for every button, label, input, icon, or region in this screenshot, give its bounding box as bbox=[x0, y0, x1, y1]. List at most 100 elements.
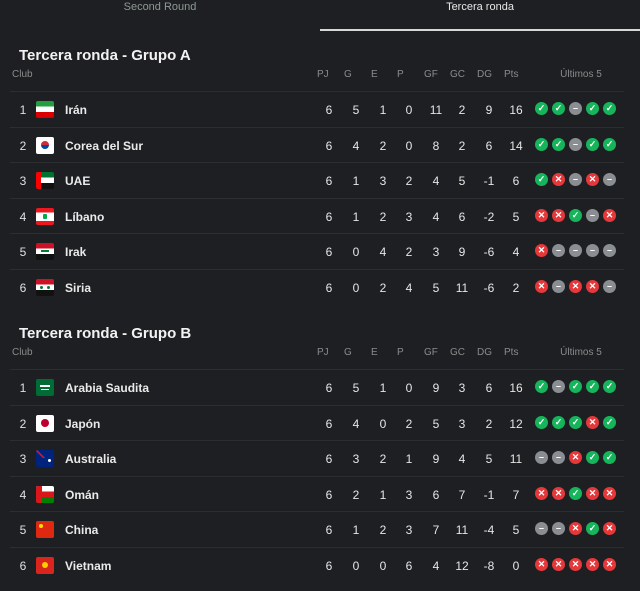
win-check-icon: ✓ bbox=[535, 173, 548, 186]
stat-g: 5 bbox=[352, 103, 360, 117]
stat-gc: 11 bbox=[455, 523, 469, 537]
saudi-arabia-flag-icon bbox=[36, 379, 54, 396]
win-check-icon: ✓ bbox=[603, 380, 616, 393]
tab-tercera-ronda[interactable]: Tercera ronda bbox=[446, 1, 514, 13]
stat-e: 2 bbox=[379, 209, 387, 224]
team-rank: 2 bbox=[19, 416, 27, 431]
win-check-icon: ✓ bbox=[586, 451, 599, 464]
stat-dg: 9 bbox=[485, 103, 493, 117]
table-row[interactable]: 2 Japón 6 4 0 2 5 3 2 12 ✓ ✓ ✓ ✕ ✓ bbox=[10, 404, 625, 441]
loss-x-icon: ✕ bbox=[569, 522, 582, 535]
stat-g: 2 bbox=[352, 487, 360, 502]
stat-p: 2 bbox=[405, 174, 413, 188]
loss-x-icon: ✕ bbox=[535, 244, 548, 257]
stat-p: 0 bbox=[405, 381, 413, 395]
win-check-icon: ✓ bbox=[535, 137, 548, 151]
table-row[interactable]: 6 Siria 6 0 2 4 5 11 -6 2 ✕ – ✕ ✕ – bbox=[10, 268, 624, 305]
stat-dg: -6 bbox=[483, 280, 495, 295]
loss-x-icon: ✕ bbox=[569, 451, 582, 464]
stat-gf: 4 bbox=[432, 174, 440, 188]
draw-dash-icon: – bbox=[535, 451, 548, 464]
stat-dg: 6 bbox=[485, 381, 493, 395]
win-check-icon: ✓ bbox=[603, 415, 616, 429]
stat-pj: 6 bbox=[325, 138, 333, 153]
tab-second-round[interactable]: Second Round bbox=[123, 1, 197, 13]
group-1: Tercera ronda - Grupo B Club PJ G E P GF GC DG Pt… bbox=[0, 325, 640, 582]
table-row[interactable]: 2 Corea del Sur 6 4 2 0 8 2 6 14 ✓ ✓ – ✓ ✓ bbox=[10, 126, 624, 163]
stat-pts: 11 bbox=[509, 452, 523, 466]
loss-x-icon: ✕ bbox=[569, 557, 582, 571]
table-row[interactable]: 5 China 6 1 2 3 7 11 -4 5– – ✕ ✓ ✕ bbox=[10, 511, 624, 547]
stat-dg: -2 bbox=[483, 209, 495, 224]
team-name: Australia bbox=[65, 452, 117, 466]
stat-p: 1 bbox=[405, 452, 413, 466]
table-row[interactable]: 1 Irán 6 5 1 0 11 2 9 16 ✓ ✓ – ✓ ✓ bbox=[10, 91, 624, 127]
team-rank: 3 bbox=[19, 174, 27, 188]
table-row[interactable]: 4 Omán 6 2 1 3 6 7 -1 7 ✕ ✕ ✓ ✕ ✕ bbox=[10, 475, 625, 512]
stat-gc: 11 bbox=[455, 280, 469, 295]
table-row[interactable]: 4 Líbano 6 1 2 3 4 6 -2 5 ✕ ✕ ✓ – ✕ bbox=[10, 197, 624, 234]
stat-p: 0 bbox=[405, 138, 413, 153]
header-g: G bbox=[344, 347, 352, 358]
table-row[interactable]: 3 UAE 6 1 3 2 4 5 -1 6 ✓ ✕ – ✕ – bbox=[10, 162, 624, 198]
stat-pts: 5 bbox=[512, 209, 520, 224]
stat-gf: 9 bbox=[432, 381, 440, 395]
table-row[interactable]: 1 Arabia Saudita 6 5 1 0 9 3 6 16 ✓ – ✓ ✓ ✓ bbox=[10, 369, 624, 405]
stat-g: 1 bbox=[352, 523, 360, 537]
draw-dash-icon: – bbox=[603, 173, 616, 186]
stat-pts: 14 bbox=[509, 138, 523, 153]
stat-pts: 16 bbox=[509, 381, 523, 395]
syria-flag-icon bbox=[36, 278, 54, 296]
stat-g: 1 bbox=[352, 174, 360, 188]
win-check-icon: ✓ bbox=[552, 102, 565, 115]
draw-dash-icon: – bbox=[586, 244, 599, 257]
header-gf: GF bbox=[424, 69, 438, 80]
win-check-icon: ✓ bbox=[586, 522, 599, 535]
group-title: Tercera ronda - Grupo A bbox=[19, 47, 191, 64]
draw-dash-icon: – bbox=[552, 380, 565, 393]
last-five-form: ✓ ✓ ✓ ✕ ✓ bbox=[535, 415, 625, 430]
header-gc: GC bbox=[450, 347, 465, 358]
header-last5: Últimos 5 bbox=[560, 69, 602, 80]
stat-pj: 6 bbox=[325, 558, 333, 573]
win-check-icon: ✓ bbox=[552, 137, 565, 151]
stat-e: 0 bbox=[379, 558, 387, 573]
stat-g: 4 bbox=[352, 416, 360, 431]
stat-gf: 4 bbox=[432, 209, 440, 224]
stat-e: 2 bbox=[379, 138, 387, 153]
header-gc: GC bbox=[450, 69, 465, 80]
team-name: Arabia Saudita bbox=[65, 381, 150, 395]
loss-x-icon: ✕ bbox=[586, 279, 599, 293]
draw-dash-icon: – bbox=[552, 451, 565, 464]
draw-dash-icon: – bbox=[569, 137, 582, 151]
stat-e: 2 bbox=[379, 280, 387, 295]
stat-e: 2 bbox=[379, 523, 387, 537]
loss-x-icon: ✕ bbox=[535, 486, 548, 500]
team-rank: 5 bbox=[19, 523, 27, 537]
stat-dg: 6 bbox=[485, 138, 493, 153]
loss-x-icon: ✕ bbox=[603, 486, 616, 500]
team-rank: 4 bbox=[19, 209, 27, 224]
stat-pts: 2 bbox=[512, 280, 520, 295]
stat-e: 3 bbox=[379, 174, 387, 188]
stat-gc: 5 bbox=[458, 174, 466, 188]
last-five-form: – – ✕ ✓ ✕ bbox=[535, 522, 625, 536]
win-check-icon: ✓ bbox=[569, 486, 582, 500]
stat-gc: 3 bbox=[458, 381, 466, 395]
stat-gc: 6 bbox=[458, 209, 466, 224]
table-row[interactable]: 3 Australia 6 3 2 1 9 4 5 11– – ✕ ✓ ✓ bbox=[10, 440, 624, 476]
stat-g: 4 bbox=[352, 138, 360, 153]
stat-pj: 6 bbox=[325, 209, 333, 224]
table-row[interactable]: 6 Vietnam 6 0 0 6 4 12 -8 0 ✕ ✕ ✕ ✕ ✕ bbox=[10, 546, 624, 583]
team-rank: 1 bbox=[19, 103, 27, 117]
lebanon-flag-icon bbox=[36, 207, 54, 225]
loss-x-icon: ✕ bbox=[603, 522, 616, 535]
loss-x-icon: ✕ bbox=[569, 279, 582, 293]
stat-gc: 12 bbox=[455, 558, 469, 573]
last-five-form: ✕ ✕ ✓ ✕ ✕ bbox=[535, 486, 625, 501]
loss-x-icon: ✕ bbox=[586, 173, 599, 186]
table-row[interactable]: 5 Irak 6 0 4 2 3 9 -6 4 ✕ – – – – bbox=[10, 233, 624, 269]
team-rank: 6 bbox=[19, 558, 27, 573]
stat-gc: 2 bbox=[458, 138, 466, 153]
loss-x-icon: ✕ bbox=[552, 486, 565, 500]
